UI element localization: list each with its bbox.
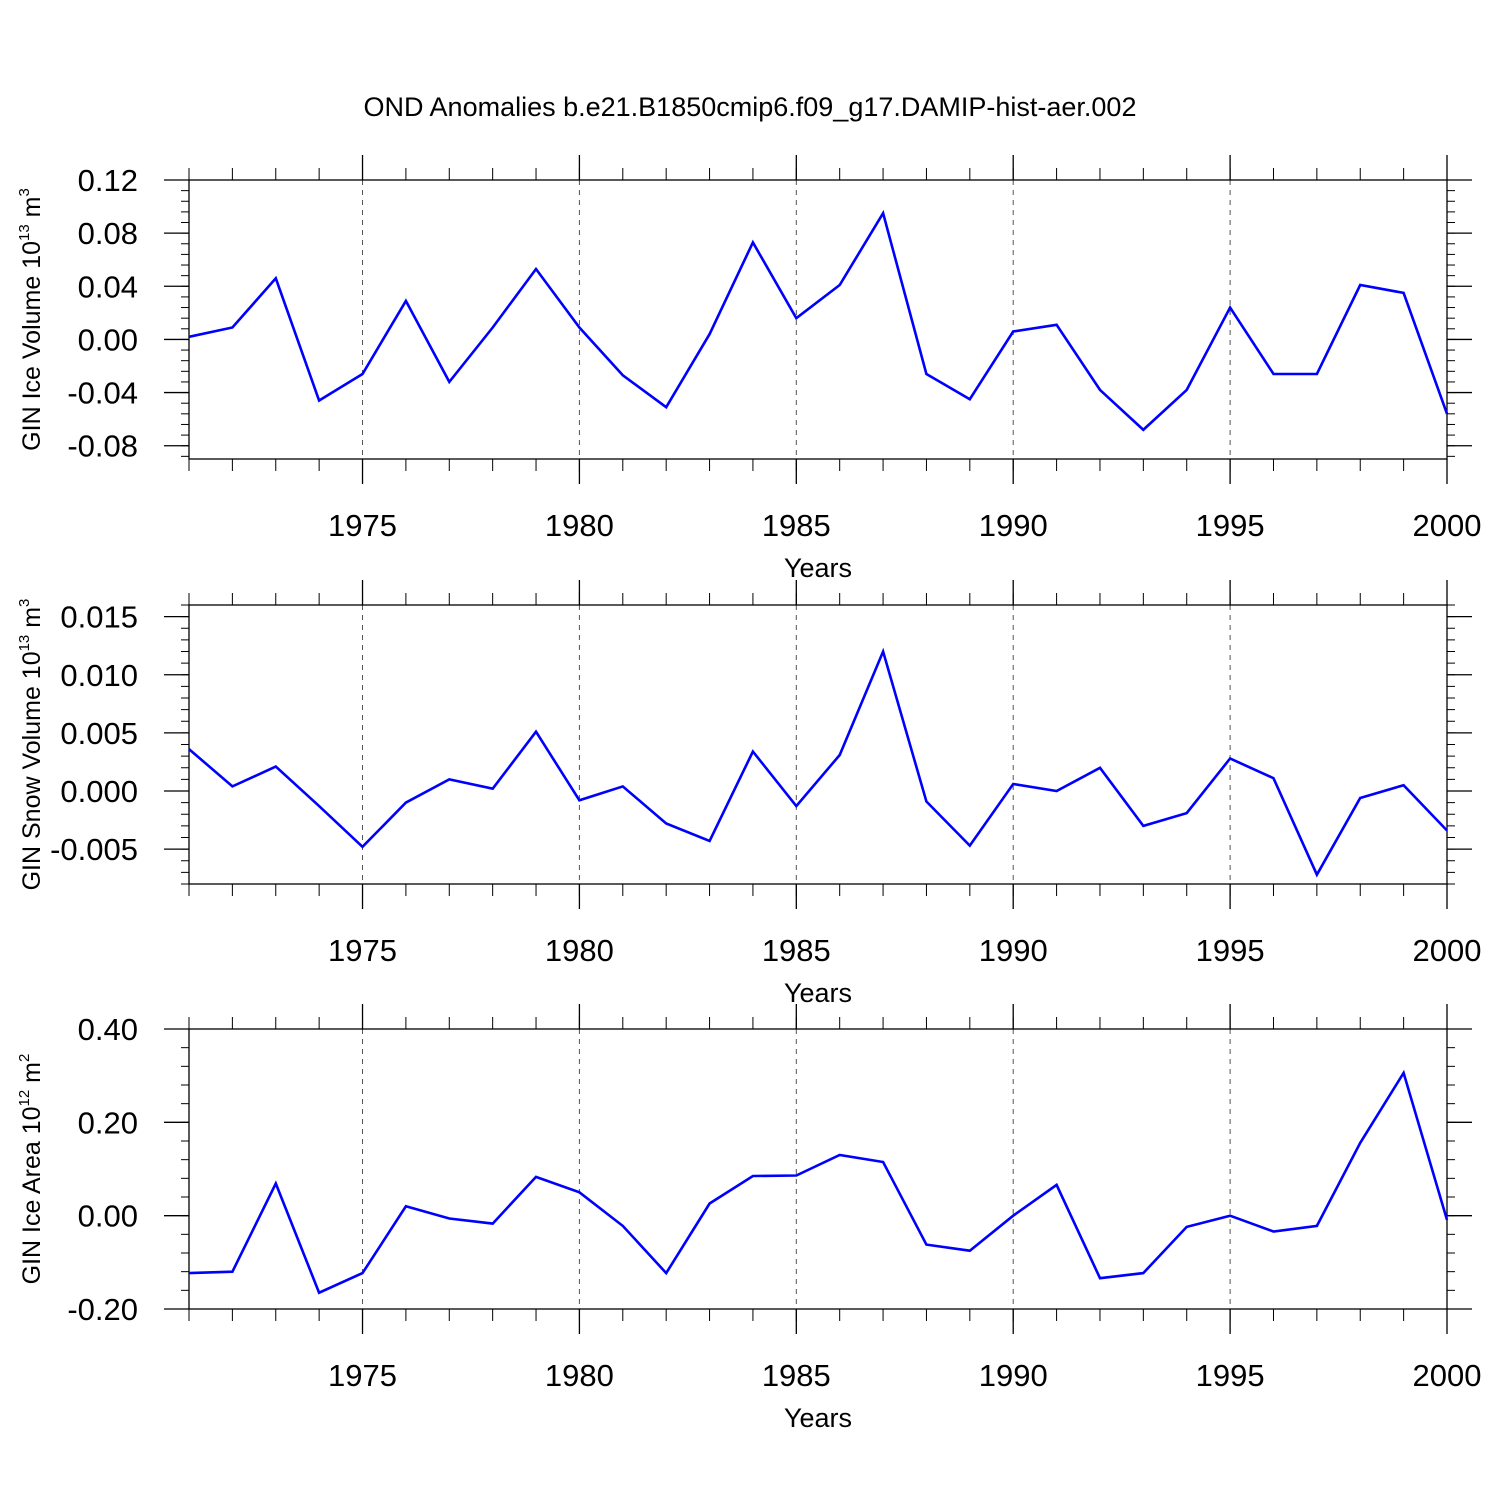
plot-frame <box>188 179 1448 460</box>
y-tick-label: 0.005 <box>60 716 138 751</box>
x-tick-label: 1995 <box>1196 508 1265 543</box>
x-tick-label: 1990 <box>979 933 1048 968</box>
x-tick-label: 1975 <box>328 508 397 543</box>
plot-frame <box>188 1028 1448 1310</box>
y-axis-title-unit-exponent: 3 <box>16 599 33 607</box>
y-tick-label: 0.12 <box>78 163 138 198</box>
x-tick-label: 1985 <box>762 1358 831 1393</box>
x-tick-label: 1980 <box>545 933 614 968</box>
x-tick-label: 1975 <box>328 933 397 968</box>
y-tick-label: 0.08 <box>78 216 138 251</box>
y-axis-title: GIN Ice Area 1012 m2 <box>16 1054 46 1285</box>
y-axis-title-unit: m <box>18 1062 46 1090</box>
y-axis-title: GIN Snow Volume 1013 m3 <box>16 599 46 891</box>
series-line <box>188 209 1449 432</box>
x-tick-label: 1985 <box>762 933 831 968</box>
x-tick-label: 1980 <box>545 508 614 543</box>
x-tick-label: 1990 <box>979 508 1048 543</box>
y-tick-label: 0.04 <box>78 269 138 304</box>
x-axis-title: Years <box>784 1403 852 1433</box>
x-axis-title: Years <box>784 553 852 583</box>
y-tick-label: 0.000 <box>60 774 138 809</box>
series-line <box>188 647 1448 878</box>
x-axis-title: Years <box>784 978 852 1008</box>
y-tick-label: 0.010 <box>60 658 138 693</box>
y-axis-title-unit-exponent: 2 <box>16 1054 33 1062</box>
y-tick-label: 0.015 <box>60 600 138 635</box>
y-axis-title-text: GIN Snow Volume 10 <box>18 651 46 890</box>
y-tick-label: -0.08 <box>67 429 138 464</box>
y-tick-label: 0.40 <box>78 1012 138 1047</box>
y-tick-label: 0.20 <box>78 1105 138 1140</box>
y-axis-title-text: GIN Ice Area 10 <box>18 1106 46 1284</box>
chart-panel-1: -0.08 -0.04 0.00 0.04 0.08 0.12 1975 1980 1985 19… <box>16 155 1481 583</box>
y-tick-label: -0.04 <box>67 376 138 411</box>
figure-title: OND Anomalies b.e21.B1850cmip6.f09_g17.D… <box>364 92 1137 122</box>
y-tick-label: 0.00 <box>78 1199 138 1234</box>
y-axis-title-unit: m <box>18 197 46 225</box>
chart-panel-2: -0.005 0.000 0.005 0.010 0.015 1975 1980 1985 19… <box>16 580 1481 1008</box>
x-tick-label: 1975 <box>328 1358 397 1393</box>
series-line <box>188 1069 1449 1295</box>
y-axis-title-unit-exponent: 3 <box>16 188 33 196</box>
x-tick-label: 1990 <box>979 1358 1048 1393</box>
chart-panel-3: -0.20 0.00 0.20 0.40 1975 1980 1985 1990 1995 200… <box>16 1004 1481 1433</box>
x-tick-label: 1980 <box>545 1358 614 1393</box>
y-tick-label: -0.005 <box>50 832 138 867</box>
x-tick-label: 1985 <box>762 508 831 543</box>
x-tick-label: 2000 <box>1413 508 1482 543</box>
y-axis-title: GIN Ice Volume 1013 m3 <box>16 188 46 451</box>
y-axis-title-unit: m <box>18 607 46 635</box>
y-tick-label: -0.20 <box>67 1292 138 1327</box>
y-axis-title-text: GIN Ice Volume 10 <box>18 241 46 451</box>
y-axis-title-exponent: 12 <box>16 1090 33 1107</box>
y-tick-label: 0.00 <box>78 322 138 357</box>
x-tick-label: 2000 <box>1413 933 1482 968</box>
panels: -0.08 -0.04 0.00 0.04 0.08 0.12 1975 1980 1985 19… <box>16 155 1481 1433</box>
x-tick-label: 2000 <box>1413 1358 1482 1393</box>
y-axis-title-exponent: 13 <box>16 224 33 241</box>
x-tick-label: 1995 <box>1196 933 1265 968</box>
x-tick-label: 1995 <box>1196 1358 1265 1393</box>
y-axis-title-exponent: 13 <box>16 635 33 652</box>
